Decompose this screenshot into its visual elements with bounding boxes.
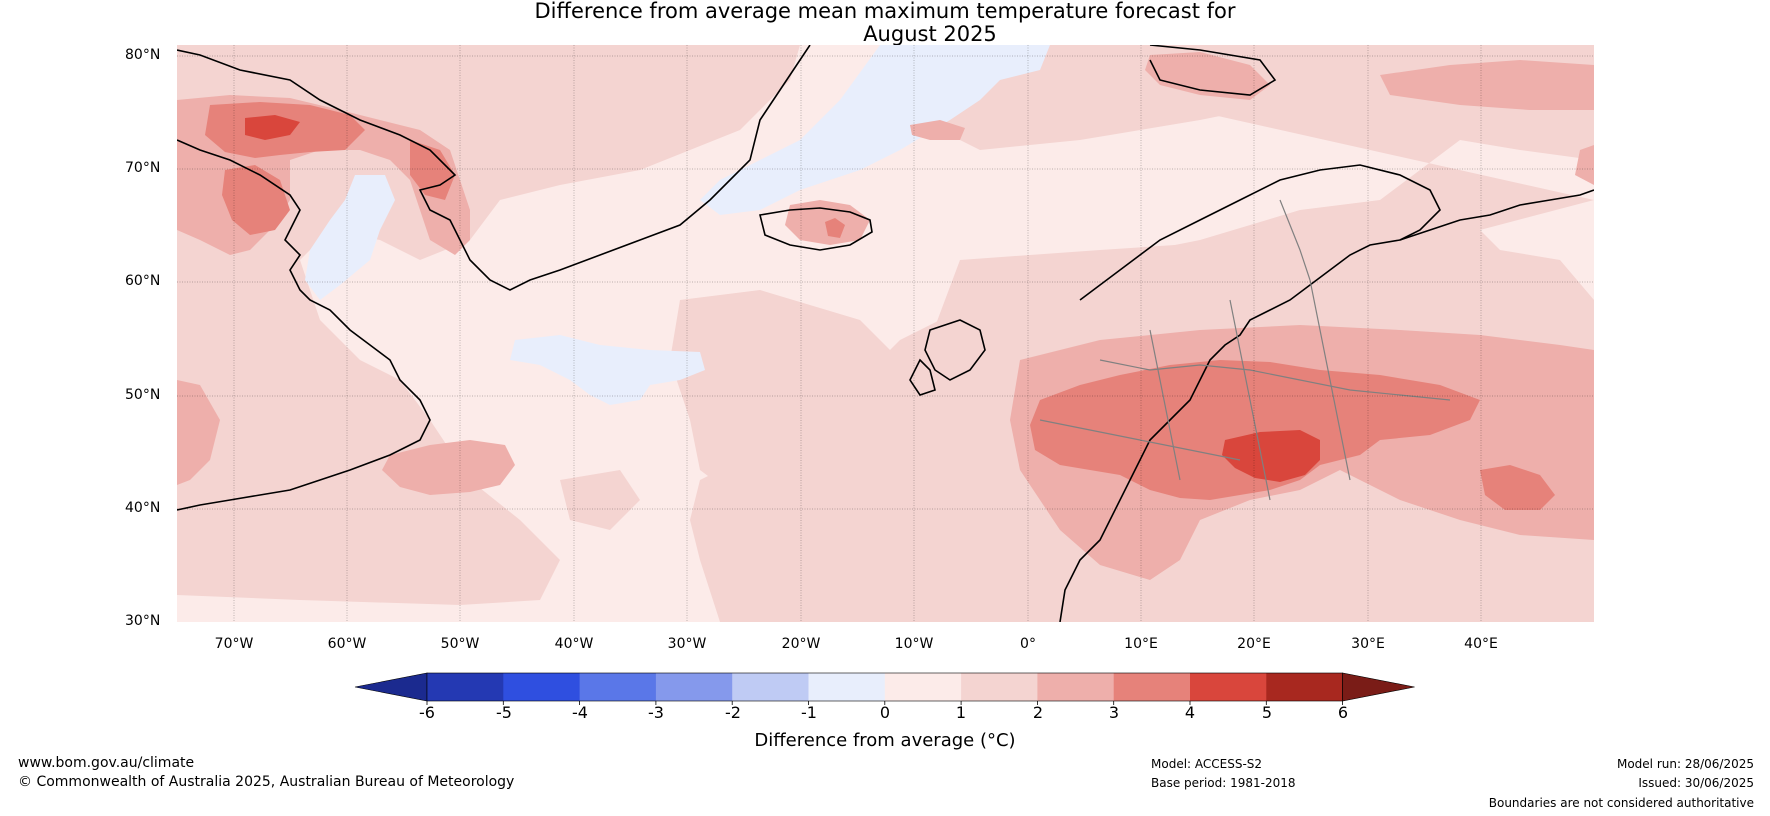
colorbar-tick: 4 [1184,703,1196,722]
colorbar-tick: -6 [419,703,435,722]
colorbar-tick: -4 [572,703,588,722]
colorbar-tick: 2 [1032,703,1044,722]
anomaly-3-4-region [1480,465,1555,510]
anomaly-1-2-region [560,470,640,530]
lon-label-10e: 10°E [1124,636,1158,652]
base-period-text: Base period: 1981-2018 [1151,776,1296,790]
disclaimer-text: Boundaries are not considered authoritat… [1488,796,1754,810]
colorbar [354,672,1415,705]
lon-label-20e: 20°E [1237,636,1271,652]
lat-label-40n: 40°N [125,500,161,516]
colorbar-segment [579,673,657,701]
lon-label-40e: 40°E [1464,636,1498,652]
anomaly-2-3-region [382,440,515,495]
colorbar-tick: 1 [955,703,967,722]
colorbar-segment [884,673,962,701]
map-field [177,45,1594,622]
anomaly-3-4-region [222,165,290,235]
colorbar-segment [1113,673,1191,701]
colorbar-tick: 5 [1261,703,1273,722]
colorbar-label: Difference from average (°C) [754,730,1016,751]
anomaly-below-minus-1-region [305,175,395,300]
lon-label-30w: 30°W [667,636,707,652]
colorbar-segment [732,673,809,701]
anomaly-1-2-region [177,45,800,605]
anomaly-1-2-region [670,290,900,500]
colorbar-extend-high [1342,672,1415,702]
graticule [177,45,1594,622]
lon-label-60w: 60°W [327,636,367,652]
colorbar-tick: 0 [879,703,891,722]
colorbar-tick: -3 [648,703,664,722]
anomaly-2-3-region [177,380,220,485]
colorbar-segment [1037,673,1115,701]
title-line-2: August 2025 [863,22,997,46]
anomaly-below-minus-1-region [700,45,1050,215]
anomaly-2-3-region [1575,145,1594,185]
lat-label-80n: 80°N [125,47,161,63]
colorbar-segment [961,673,1038,701]
colorbar-segment [1266,673,1344,701]
colorbar-extend-low [354,672,428,702]
anomaly-3-4-region [410,140,455,200]
copyright-text: © Commonwealth of Australia 2025, Austra… [18,774,515,790]
lon-label-40w: 40°W [554,636,594,652]
model-text: Model: ACCESS-S2 [1151,757,1263,771]
lon-label-70w: 70°W [214,636,254,652]
coastlines [177,45,1594,622]
lat-label-30n: 30°N [125,613,161,629]
anomaly-2-3-region [910,120,965,140]
model-run-text: Model run: 28/06/2025 [1616,757,1754,771]
colorbar-tick: -1 [801,703,817,722]
country-borders [1039,199,1451,501]
anomaly-4-5-region [245,115,300,140]
lon-label-20w: 20°W [781,636,821,652]
lat-label-50n: 50°N [125,387,161,403]
map-title: Difference from average mean maximum tem… [0,0,1770,46]
lon-label-50w: 50°W [440,636,480,652]
issued-text: Issued: 30/06/2025 [1638,776,1754,790]
title-line-1: Difference from average mean maximum tem… [534,0,1236,23]
anomaly-3-4-region [825,218,845,238]
colorbar-tick: -5 [496,703,512,722]
anomaly-2-3-region [1145,52,1270,100]
anomaly-3-4-region [1030,360,1480,500]
lon-label-30e: 30°E [1351,636,1385,652]
colorbar-tick: 6 [1337,703,1349,722]
colorbar-segment [655,673,733,701]
website-text: www.bom.gov.au/climate [18,755,195,771]
colorbar-segment [1190,673,1267,701]
lon-label-0: 0° [1020,636,1036,652]
anomaly-2-3-region [1380,60,1594,110]
colorbar-segment [503,673,581,701]
lat-label-60n: 60°N [125,273,161,289]
anomaly-below-minus-1-region [510,335,705,405]
colorbar-tick: 3 [1108,703,1120,722]
colorbar-tick: -2 [725,703,741,722]
colorbar-segment [808,673,886,701]
colorbar-segment [427,673,504,701]
anomaly-4-5-region [1222,430,1320,482]
lon-label-10w: 10°W [894,636,934,652]
lat-label-70n: 70°N [125,160,161,176]
